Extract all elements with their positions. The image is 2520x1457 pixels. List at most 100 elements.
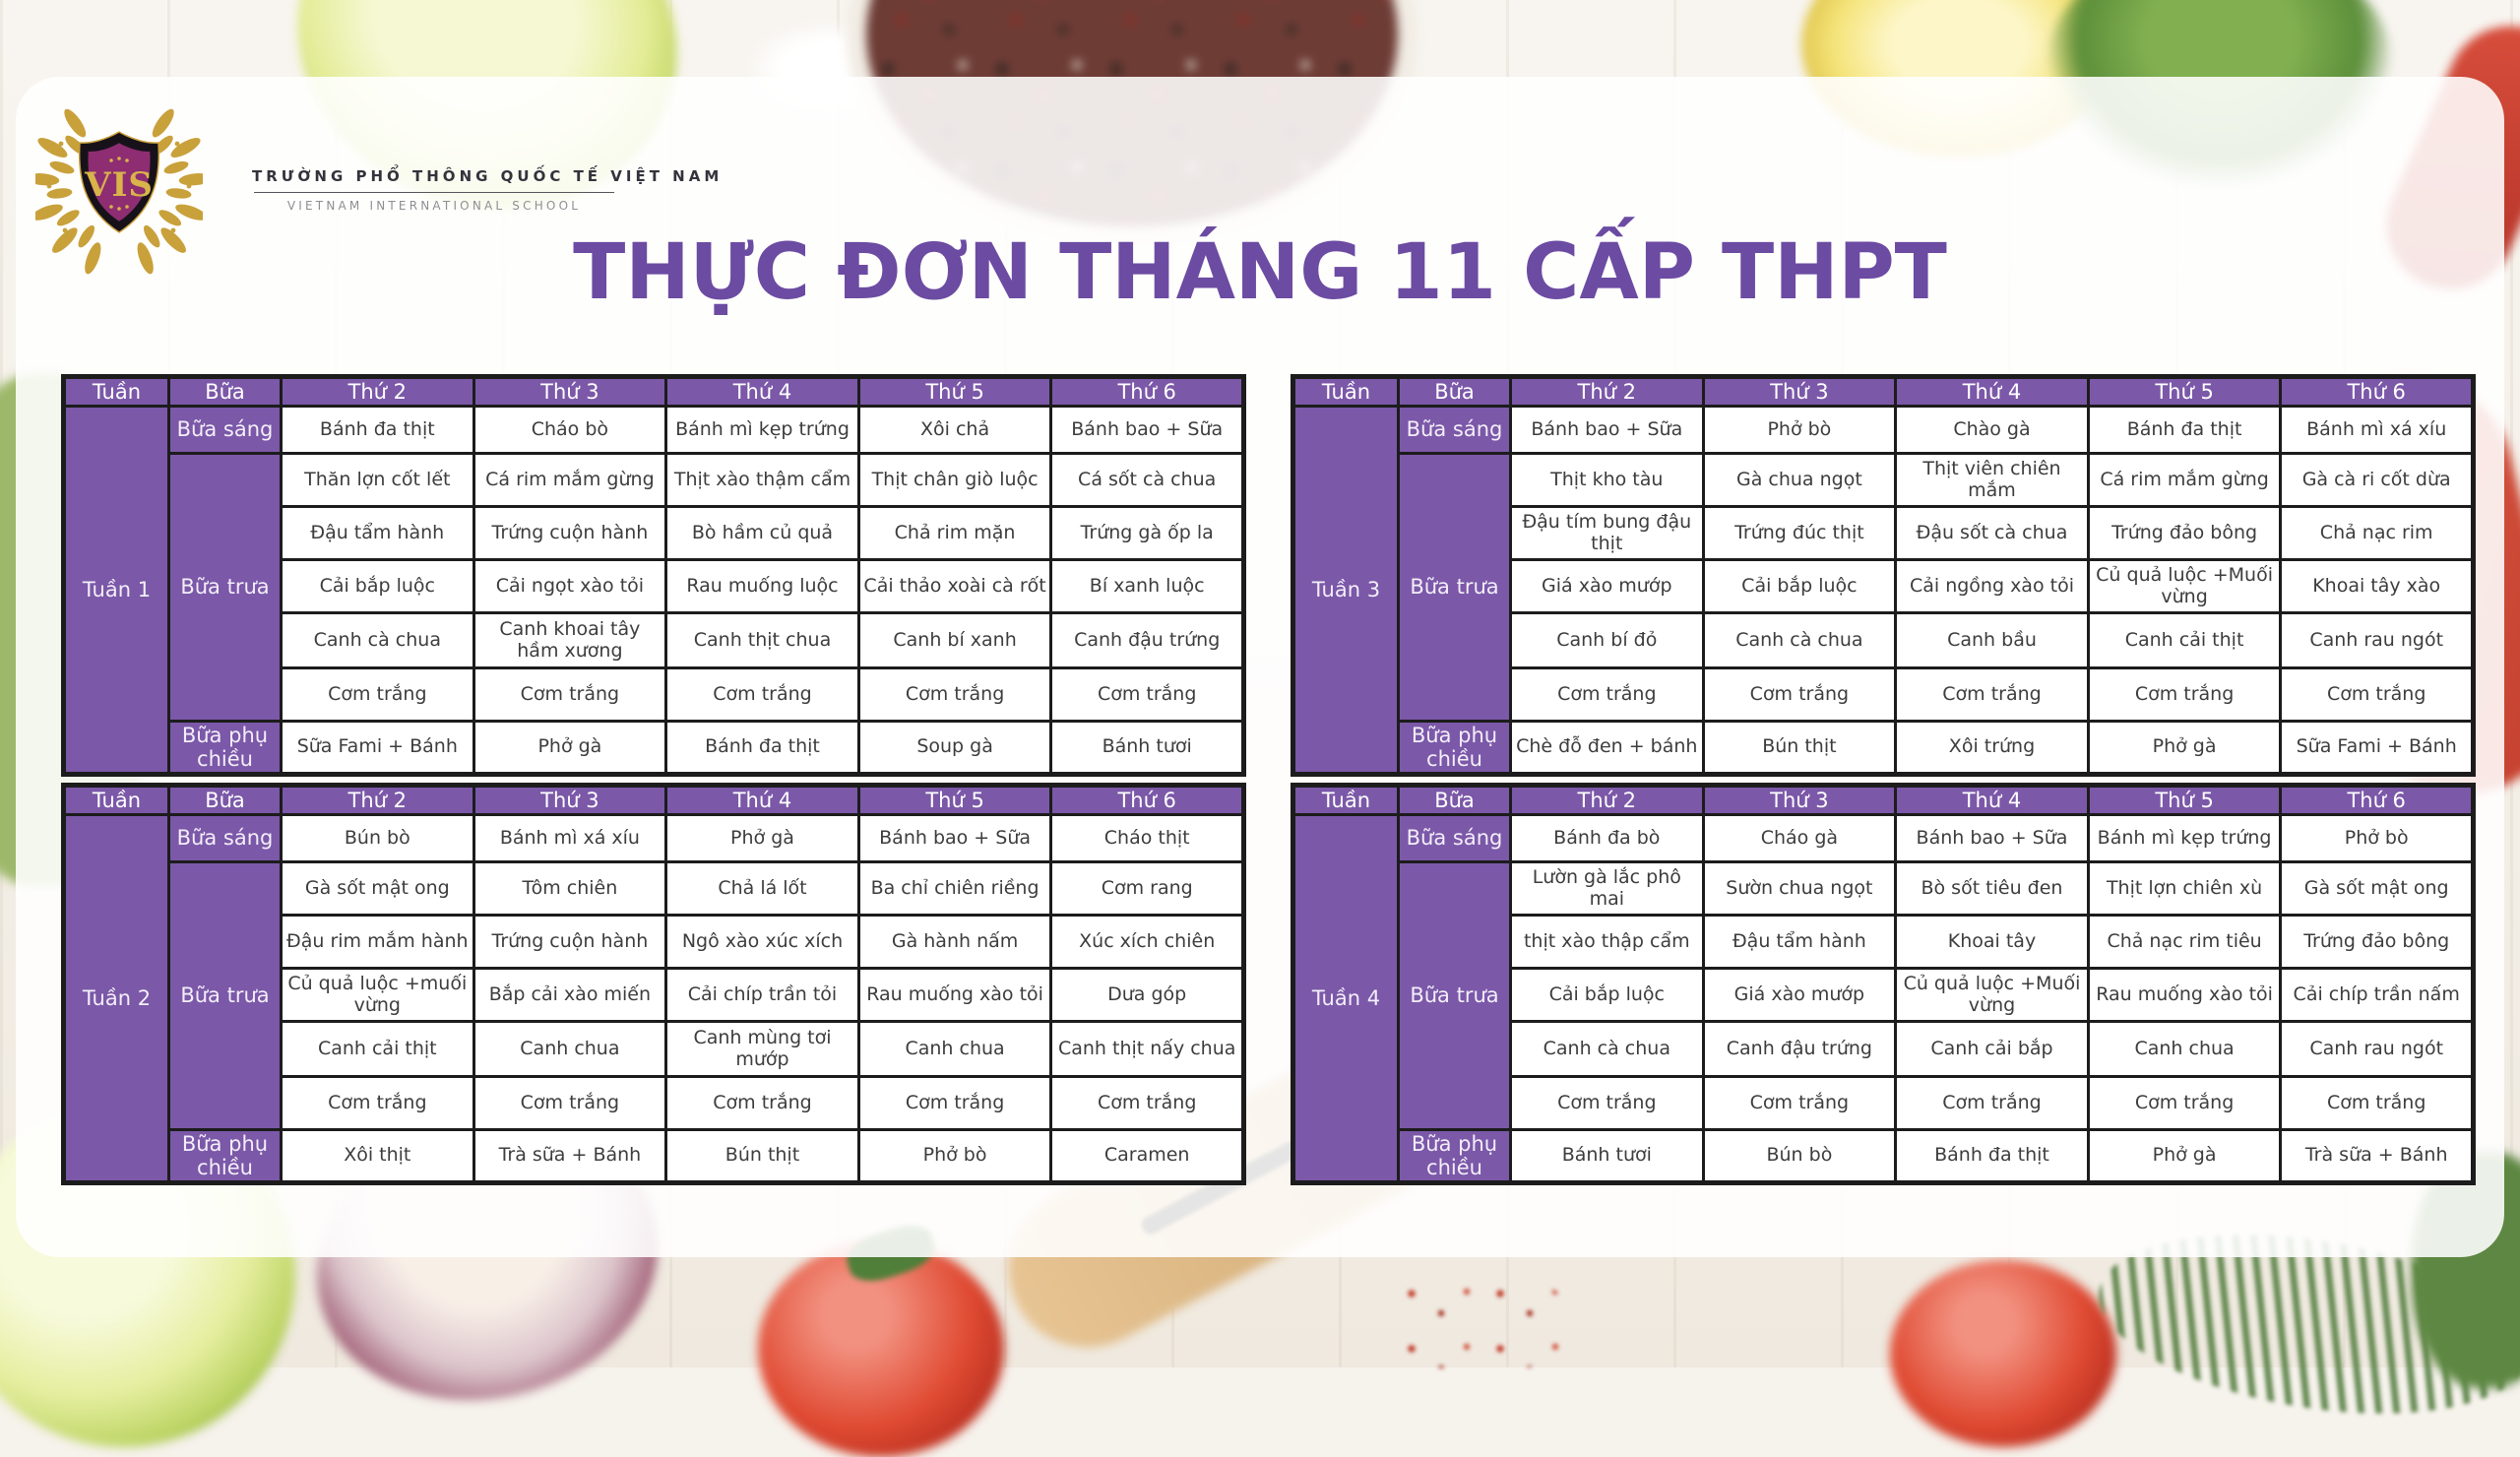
menu-cell: Bún thịt xyxy=(664,1127,860,1185)
lunch-row: Cơm trắng Cơm trắng Cơm trắng Cơm trắng … xyxy=(64,1075,1245,1131)
table-header-row: Tuần Bữa Thứ 2 Thứ 3 Thứ 4 Thứ 5 Thứ 6 xyxy=(62,375,1245,408)
menu-cell: Phở bò xyxy=(856,1127,1053,1185)
menu-cell: Giá xào mướp xyxy=(1701,967,1898,1023)
menu-cell: Cơm trắng xyxy=(280,666,475,723)
menu-cell: Canh bí xanh xyxy=(856,611,1053,669)
menu-cell: Cơm trắng xyxy=(472,1075,668,1131)
menu-cell: Đậu rim mắm hành xyxy=(280,914,475,970)
day-header: Thứ 5 xyxy=(2086,375,2283,408)
menu-cell: Bò hầm củ quả xyxy=(664,505,860,561)
day-header: Thứ 5 xyxy=(856,784,1053,816)
menu-cell: Soup gà xyxy=(856,719,1053,777)
menu-cell: Xôi chả xyxy=(856,405,1053,455)
menu-cell: Cải chíp trần nấm xyxy=(2279,967,2475,1023)
menu-cell: Thịt viên chiên mắm xyxy=(1894,452,2090,508)
week-column-header: Tuần xyxy=(1292,784,1400,816)
lunch-row: Đậu tím bung đậu thịt Trứng đúc thịt Đậu… xyxy=(1293,505,2475,561)
menu-cell: Cải bắp luộc xyxy=(1509,967,1705,1023)
menu-cell: Ba chỉ chiên riềng xyxy=(856,860,1053,917)
vis-crest-icon: VIS xyxy=(26,108,213,275)
menu-cell: Canh chua xyxy=(472,1020,668,1078)
menu-cell: Canh thịt chua xyxy=(664,611,860,669)
day-header: Thứ 3 xyxy=(1701,375,1898,408)
meal-label-lunch: Bữa trưa xyxy=(167,452,283,723)
menu-cell: Cá rim mắm gừng xyxy=(2086,452,2283,508)
lunch-row: Củ quả luộc +muối vừng Bắp cải xào miến … xyxy=(64,967,1245,1023)
school-name-vietnamese: TRƯỜNG PHỔ THÔNG QUỐC TẾ VIỆT NAM xyxy=(252,167,724,185)
menu-cell: Caramen xyxy=(1049,1127,1245,1185)
meal-column-header: Bữa xyxy=(167,784,283,816)
week-label: Tuần 4 xyxy=(1292,812,1400,1185)
table-header-row: Tuần Bữa Thứ 2 Thứ 3 Thứ 4 Thứ 5 Thứ 6 xyxy=(1292,375,2475,408)
lunch-row: Cải bắp luộc Cải ngọt xào tỏi Rau muống … xyxy=(64,558,1245,614)
menu-cell: Cải ngọt xào tỏi xyxy=(472,558,668,614)
menu-cell: Chả rim mặn xyxy=(856,505,1053,561)
breakfast-row: Tuần 3 Bữa sáng Bánh bao + Sữa Phở bò Ch… xyxy=(1292,404,2475,777)
week-label: Tuần 3 xyxy=(1292,404,1400,777)
menu-cell: Lườn gà lắc phô mai xyxy=(1509,860,1705,917)
menu-cell: Canh đậu trứng xyxy=(1701,1020,1898,1078)
menu-cell: Bún bò xyxy=(280,813,475,863)
menu-cell: Cơm trắng xyxy=(1509,666,1705,723)
menu-cell: Cải chíp trần tỏi xyxy=(664,967,860,1023)
snack-row: Bữa phụ chiều Sữa Fami + Bánh Phở gà Bán… xyxy=(64,719,1245,777)
menu-cell: Củ quả luộc +muối vừng xyxy=(280,967,475,1023)
menu-cell: Khoai tây xyxy=(1894,914,2090,970)
menu-cell: Canh rau ngót xyxy=(2279,1020,2475,1078)
menu-cell: Cơm trắng xyxy=(2279,666,2475,723)
school-name-english: VIETNAM INTERNATIONAL SCHOOL xyxy=(286,199,582,213)
menu-cell: Đậu tím bung đậu thịt xyxy=(1509,505,1705,561)
menu-cell: Gà sốt mật ong xyxy=(2279,860,2475,917)
menu-cell: Ngô xào xúc xích xyxy=(664,914,860,970)
menu-cell: Trứng gà ốp la xyxy=(1049,505,1245,561)
lunch-row: Canh cải thịt Canh chua Canh mùng tơi mư… xyxy=(64,1020,1245,1078)
menu-cell: Chả lá lốt xyxy=(664,860,860,917)
menu-cell: Canh rau ngót xyxy=(2279,611,2475,669)
menu-cell: Phở bò xyxy=(2279,813,2475,863)
meal-column-header: Bữa xyxy=(1397,784,1512,816)
day-header: Thứ 6 xyxy=(2279,375,2475,408)
day-header: Thứ 3 xyxy=(472,784,668,816)
menu-cell: Thịt kho tàu xyxy=(1509,452,1705,508)
snack-row: Bữa phụ chiều Bánh tươi Bún bò Bánh đa t… xyxy=(1293,1127,2475,1185)
meal-label-lunch: Bữa trưa xyxy=(167,860,283,1131)
day-header: Thứ 4 xyxy=(1894,784,2090,816)
lunch-row: Canh cà chua Canh khoai tây hầm xương Ca… xyxy=(64,611,1245,669)
menu-cell: Củ quả luộc +Muối vừng xyxy=(1894,967,2090,1023)
meal-label-snack: Bữa phụ chiều xyxy=(1397,719,1512,777)
menu-cell: Cơm trắng xyxy=(1701,1075,1898,1131)
menu-cell: Cơm trắng xyxy=(1894,666,2090,723)
menu-cell: Bánh tươi xyxy=(1509,1127,1705,1185)
menu-table-week-3: Tuần Bữa Thứ 2 Thứ 3 Thứ 4 Thứ 5 Thứ 6 T… xyxy=(1291,374,2476,778)
table-header-row: Tuần Bữa Thứ 2 Thứ 3 Thứ 4 Thứ 5 Thứ 6 xyxy=(62,784,1245,816)
menu-cell: Bánh đa thịt xyxy=(664,719,860,777)
menu-cell: Cải bắp luộc xyxy=(1701,558,1898,614)
menu-cell: Cháo gà xyxy=(1701,813,1898,863)
logo-text: VIS xyxy=(84,165,154,205)
menu-cell: Cơm trắng xyxy=(664,1075,860,1131)
menu-cell: Trứng cuộn hành xyxy=(472,914,668,970)
menu-cell: Cải ngồng xào tỏi xyxy=(1894,558,2090,614)
page-title: THỰC ĐƠN THÁNG 11 CẤP THPT xyxy=(573,228,1947,317)
lunch-row: Đậu rim mắm hành Trứng cuộn hành Ngô xào… xyxy=(64,914,1245,970)
menu-cell: Rau muống xào tỏi xyxy=(856,967,1053,1023)
meal-column-header: Bữa xyxy=(1397,375,1512,408)
lunch-row: Bữa trưa Thăn lợn cốt lết Cá rim mắm gừn… xyxy=(64,452,1245,723)
day-header: Thứ 5 xyxy=(2086,784,2283,816)
menu-cell: Đậu tẩm hành xyxy=(280,505,475,561)
day-header: Thứ 6 xyxy=(2279,784,2475,816)
breakfast-row: Tuần 2 Bữa sáng Bún bò Bánh mì xá xíu Ph… xyxy=(62,812,1245,1185)
menu-cell: Cơm trắng xyxy=(472,666,668,723)
menu-cell: Thịt lợn chiên xù xyxy=(2086,860,2283,917)
menu-cell: Cơm trắng xyxy=(856,1075,1053,1131)
menu-cell: Bún thịt xyxy=(1701,719,1898,777)
lunch-row: thịt xào thập cẩm Đậu tẩm hành Khoai tây… xyxy=(1293,914,2475,970)
lunch-row: Cơm trắng Cơm trắng Cơm trắng Cơm trắng … xyxy=(1293,1075,2475,1131)
menu-cell: Trà sữa + Bánh xyxy=(472,1127,668,1185)
day-header: Thứ 3 xyxy=(472,375,668,408)
menu-cell: Đậu sốt cà chua xyxy=(1894,505,2090,561)
shield-inner xyxy=(88,143,151,222)
meal-label-snack: Bữa phụ chiều xyxy=(167,719,283,777)
menu-cell: Canh đậu trứng xyxy=(1049,611,1245,669)
menu-cell: Cháo bò xyxy=(472,405,668,455)
